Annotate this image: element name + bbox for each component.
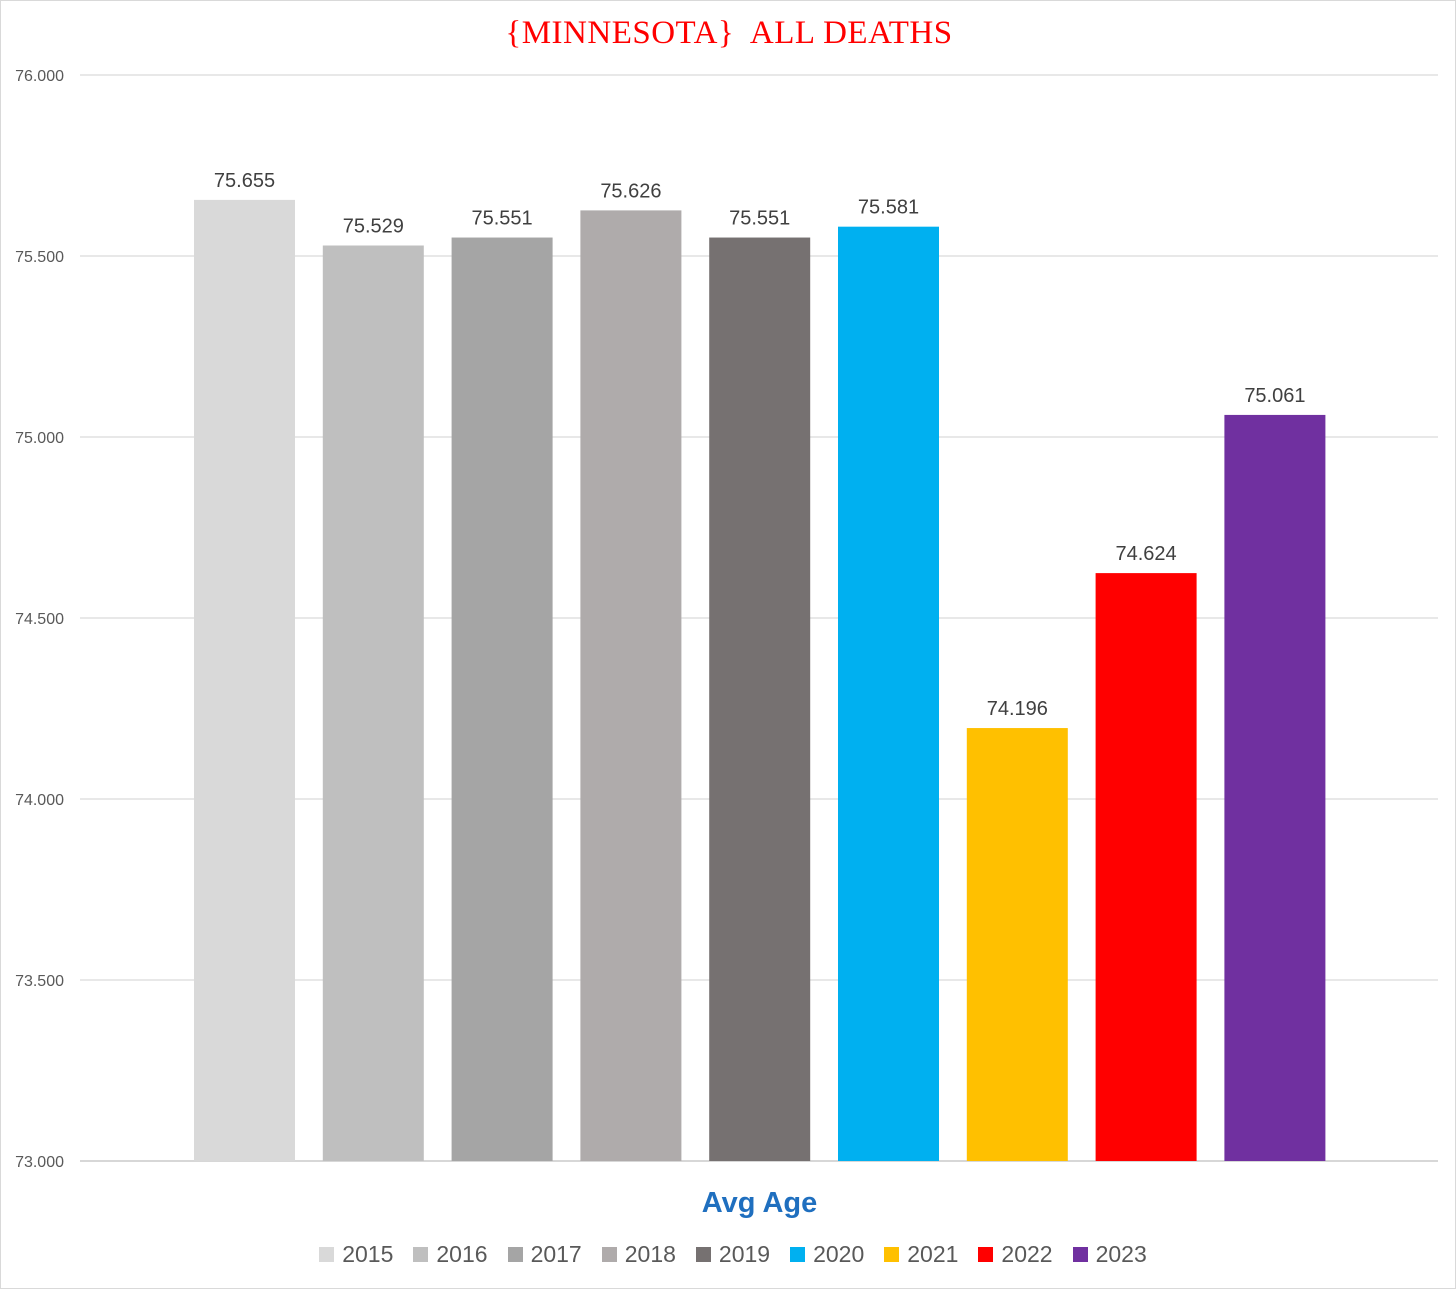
legend-swatch: [601, 1247, 617, 1262]
data-label-2017: 75.551: [472, 208, 533, 230]
data-label-2019: 75.551: [729, 208, 790, 230]
legend-item-2021: 2021: [884, 1241, 958, 1268]
legend-swatch: [884, 1247, 900, 1262]
y-tick-label: 76.000: [15, 68, 64, 85]
bar-2017: [451, 237, 553, 1162]
legend-item-2019: 2019: [695, 1241, 771, 1268]
bar-2015: [194, 199, 295, 1161]
bar-2023: [1224, 414, 1326, 1162]
legend-swatch: [790, 1247, 806, 1262]
legend-swatch: [413, 1247, 429, 1262]
legend-item-2018: 2018: [601, 1241, 676, 1268]
bar-2020: [838, 226, 939, 1162]
bar-2021: [966, 728, 1068, 1161]
bar-2018: [580, 210, 682, 1161]
legend-item-2020: 2020: [790, 1241, 864, 1268]
legend-label: 2022: [1001, 1241, 1053, 1267]
legend-label: 2019: [718, 1241, 771, 1267]
legend-label: 2015: [342, 1241, 394, 1267]
legend-swatch: [1072, 1247, 1088, 1262]
data-label-2023: 75.061: [1244, 385, 1305, 407]
legend-label: 2018: [624, 1241, 676, 1267]
legend-label: 2017: [530, 1241, 582, 1267]
data-label-2016: 75.529: [343, 216, 404, 238]
chart-title: {MINNESOTA} ALL DEATHS: [505, 15, 953, 51]
legend-swatch: [695, 1247, 711, 1262]
legend-label: 2023: [1095, 1241, 1147, 1267]
y-tick-label: 73.000: [15, 1154, 64, 1171]
data-label-2021: 74.196: [987, 698, 1048, 720]
y-tick-label: 73.500: [15, 973, 64, 990]
legend-label: 2021: [907, 1241, 959, 1267]
x-axis-label: Avg Age: [701, 1187, 818, 1219]
bar-2016: [322, 245, 424, 1161]
bar-2019: [709, 237, 811, 1162]
legend-swatch: [507, 1247, 523, 1262]
y-tick-label: 75.000: [15, 430, 64, 447]
legend-swatch: [978, 1247, 994, 1262]
bar-2022: [1095, 573, 1197, 1161]
data-label-2015: 75.655: [214, 170, 275, 192]
legend-item-2022: 2022: [978, 1241, 1053, 1268]
legend-label: 2020: [813, 1241, 865, 1267]
data-label-2018: 75.626: [600, 180, 661, 202]
chart-legend: 2015 2016 2017 2018 2019 2020 2021 2022 2023: [1, 1241, 1456, 1268]
legend-label: 2016: [436, 1241, 488, 1267]
y-tick-label: 74.500: [15, 611, 64, 628]
legend-swatch: [319, 1247, 335, 1262]
legend-item-2017: 2017: [507, 1241, 582, 1268]
legend-item-2023: 2023: [1072, 1241, 1147, 1268]
data-label-2022: 74.624: [1116, 543, 1177, 565]
legend-item-2015: 2015: [319, 1241, 393, 1268]
legend-item-2016: 2016: [413, 1241, 488, 1268]
y-tick-label: 74.000: [15, 792, 64, 809]
y-tick-label: 75.500: [15, 249, 64, 266]
data-label-2020: 75.581: [858, 197, 919, 219]
